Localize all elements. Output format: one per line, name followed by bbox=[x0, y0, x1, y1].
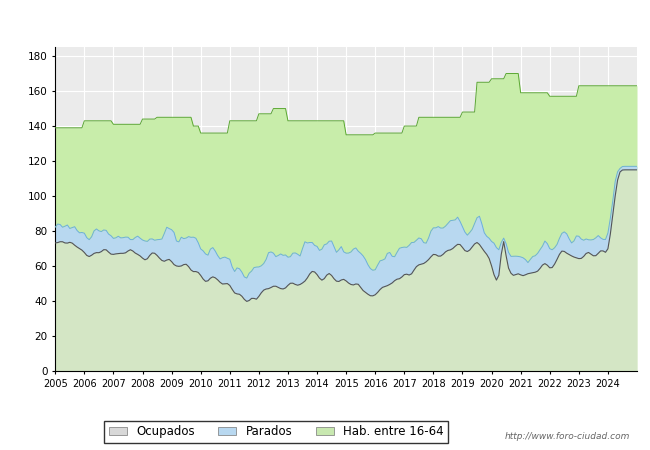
Legend: Ocupados, Parados, Hab. entre 16-64: Ocupados, Parados, Hab. entre 16-64 bbox=[104, 421, 448, 443]
Text: Sotalbo - Evolucion de la poblacion en edad de Trabajar Noviembre de 2024: Sotalbo - Evolucion de la poblacion en e… bbox=[82, 14, 568, 27]
Text: http://www.foro-ciudad.com: http://www.foro-ciudad.com bbox=[505, 432, 630, 441]
